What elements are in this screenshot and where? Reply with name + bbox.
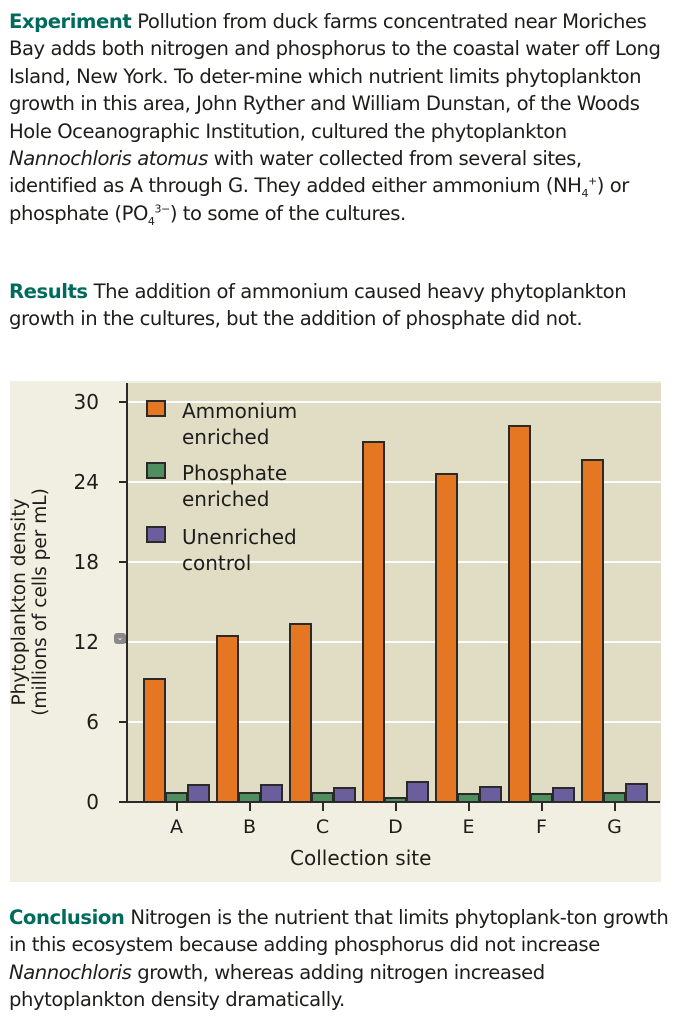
y-tick-mark bbox=[119, 401, 127, 403]
control-swatch-icon bbox=[146, 526, 166, 543]
ammonium-bar-A bbox=[143, 678, 166, 802]
control-bar-E bbox=[479, 786, 502, 802]
x-tick-mark bbox=[175, 803, 178, 811]
y-tick-label: 0 bbox=[86, 790, 99, 814]
ammonium-swatch-icon bbox=[146, 400, 166, 417]
x-tick-mark bbox=[540, 803, 543, 811]
control-bar-G bbox=[625, 783, 648, 802]
control-bar-C bbox=[333, 787, 356, 802]
conclusion-paragraph: Conclusion Nitrogen is the nutrient that … bbox=[9, 906, 669, 1012]
y-axis bbox=[126, 383, 128, 803]
y-tick-label: 18 bbox=[73, 550, 99, 574]
experiment-heading: Experiment bbox=[9, 10, 132, 33]
x-tick-label-A: A bbox=[170, 816, 183, 838]
gridline bbox=[127, 481, 661, 483]
collapse-chevron-icon[interactable]: ⌄ bbox=[114, 633, 126, 644]
y-tick-label: 30 bbox=[73, 390, 99, 414]
x-tick-label-E: E bbox=[462, 816, 475, 838]
species-name: Nannochloris atomus bbox=[9, 147, 208, 171]
conclusion-heading: Conclusion bbox=[9, 906, 125, 929]
phosphate-swatch-icon bbox=[146, 462, 166, 479]
x-axis bbox=[126, 801, 660, 803]
y-tick-label: 12 bbox=[73, 630, 99, 654]
genus-name: Nannochloris bbox=[9, 960, 132, 984]
y-tick-mark bbox=[119, 481, 127, 483]
gridline bbox=[127, 401, 661, 403]
x-tick-label-C: C bbox=[315, 816, 330, 838]
ammonium-bar-F bbox=[508, 424, 531, 802]
y-tick-mark bbox=[119, 721, 127, 723]
y-axis-title: Phytoplankton density (millions of cells … bbox=[9, 488, 51, 716]
y-tick-label: 24 bbox=[73, 470, 99, 494]
y-tick-mark bbox=[119, 561, 127, 563]
y-tick-label: 6 bbox=[86, 710, 99, 734]
gridline bbox=[127, 641, 661, 643]
ammonium-bar-D bbox=[362, 440, 385, 802]
x-tick-label-D: D bbox=[388, 816, 403, 838]
ammonium-bar-C bbox=[289, 623, 312, 802]
control-bar-A bbox=[187, 784, 210, 802]
x-tick-mark bbox=[394, 803, 397, 811]
gridline bbox=[127, 721, 661, 723]
ammonium-bar-G bbox=[581, 459, 604, 802]
experiment-paragraph: Experiment Pollution from duck farms conc… bbox=[9, 10, 661, 228]
control-bar-F bbox=[552, 787, 575, 802]
ammonium-bar-B bbox=[216, 635, 239, 802]
x-tick-mark bbox=[321, 803, 324, 811]
x-tick-label-G: G bbox=[607, 816, 622, 838]
control-bar-B bbox=[260, 784, 283, 802]
ammonium-bar-E bbox=[435, 472, 458, 802]
control-bar-D bbox=[406, 780, 429, 802]
x-axis-title: Collection site bbox=[290, 846, 432, 870]
x-tick-label-F: F bbox=[536, 816, 547, 838]
y-tick-mark bbox=[119, 801, 127, 803]
results-paragraph: Results The addition of ammonium caused h… bbox=[9, 280, 627, 331]
x-tick-label-B: B bbox=[242, 816, 257, 838]
x-tick-mark bbox=[467, 803, 470, 811]
x-tick-mark bbox=[248, 803, 251, 811]
x-tick-mark bbox=[613, 803, 616, 811]
gridline bbox=[127, 561, 661, 563]
results-heading: Results bbox=[9, 280, 88, 303]
